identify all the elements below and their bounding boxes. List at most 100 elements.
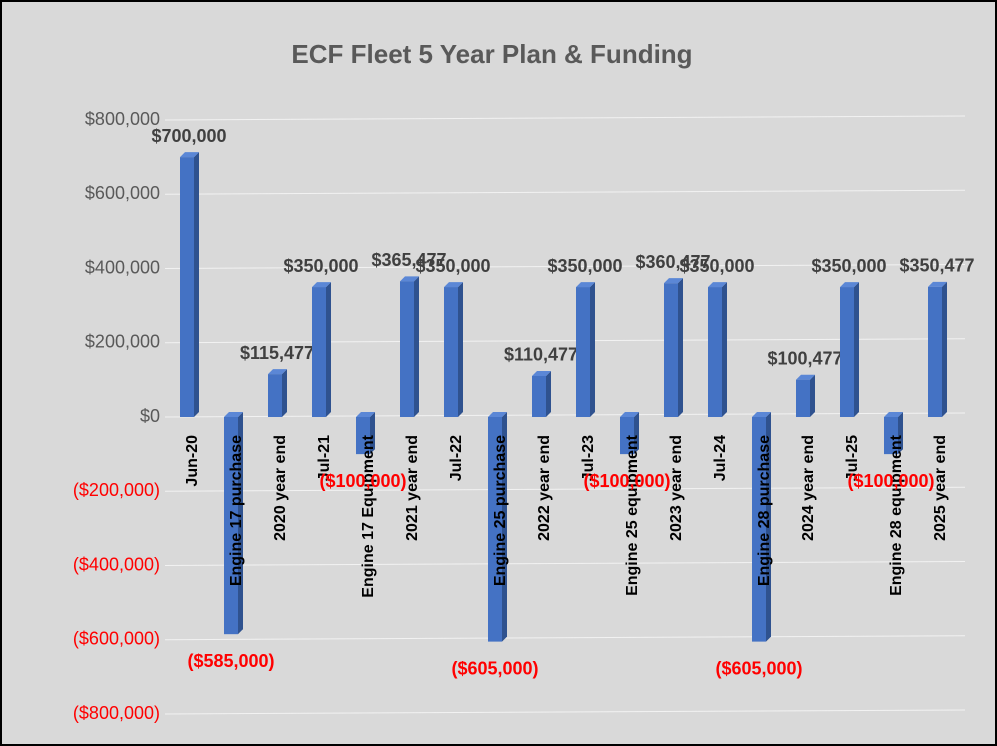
bar <box>444 287 458 417</box>
bar-top <box>224 412 243 417</box>
grid-line <box>164 635 966 641</box>
x-tick-label: 2021 year end <box>404 435 421 541</box>
value-label: ($605,000) <box>715 658 802 678</box>
grid-line <box>164 264 966 269</box>
y-tick-label: $800,000 <box>85 109 160 129</box>
x-tick-label: Engine 28 purchase <box>756 435 773 586</box>
x-tick-label: Jun-20 <box>184 435 201 487</box>
bar <box>400 281 414 417</box>
x-tick-label: 2024 year end <box>800 435 817 541</box>
grid-line <box>164 709 966 715</box>
x-tick-label: Engine 25 purchase <box>492 435 509 586</box>
bar-side <box>502 412 507 642</box>
value-label: ($585,000) <box>187 651 274 671</box>
value-label: $350,000 <box>283 256 358 276</box>
bar <box>312 287 326 417</box>
bar-side <box>634 412 639 455</box>
bar <box>708 287 722 417</box>
bar <box>884 417 898 455</box>
value-label: $360,477 <box>635 252 710 272</box>
bar-side <box>766 412 771 642</box>
bar-side <box>194 152 199 417</box>
y-tick-label: $0 <box>140 406 160 426</box>
bar-side <box>458 282 463 417</box>
grid-line <box>164 115 966 121</box>
bar-side <box>810 374 815 417</box>
x-tick-label: Jul-24 <box>712 435 729 481</box>
bar <box>620 417 634 455</box>
bar-top <box>356 412 375 417</box>
bar-side <box>282 369 287 417</box>
bar-side <box>414 276 419 417</box>
value-label: ($605,000) <box>451 658 538 678</box>
bar-top <box>400 276 419 282</box>
bar <box>928 286 942 417</box>
grid-line <box>164 486 966 492</box>
value-label: $700,000 <box>151 126 226 146</box>
value-label: $100,477 <box>767 348 842 368</box>
bar <box>796 379 810 417</box>
value-label: ($100,000) <box>583 471 670 491</box>
y-tick-label: $200,000 <box>85 332 160 352</box>
bar <box>840 287 854 417</box>
grid-line <box>164 561 966 566</box>
value-label: $115,477 <box>240 343 314 363</box>
value-label: $350,000 <box>415 256 490 276</box>
x-tick-label: Engine 25 equipment <box>624 434 641 596</box>
bar <box>488 417 502 642</box>
x-tick-label: Engine 17 Equipment <box>360 434 377 597</box>
grid-line <box>164 338 966 344</box>
bar-side <box>722 282 727 417</box>
x-tick-label: Engine 17 purchase <box>228 435 245 586</box>
value-label: $110,477 <box>504 345 578 365</box>
bar-top <box>268 369 287 375</box>
grid-line <box>164 412 966 418</box>
bar-side <box>854 282 859 417</box>
y-tick-label: $600,000 <box>85 183 160 203</box>
bar <box>664 283 678 417</box>
value-label: ($100,000) <box>847 471 934 491</box>
bar-top <box>444 282 463 288</box>
bar <box>180 157 194 417</box>
bar-side <box>942 281 947 417</box>
bar-top <box>664 278 683 284</box>
value-label: $350,000 <box>811 256 886 276</box>
bar <box>268 374 282 417</box>
value-label: $365,477 <box>371 250 446 270</box>
x-tick-label: Jul-22 <box>448 435 465 481</box>
value-label: $350,000 <box>547 256 622 276</box>
bar-side <box>370 412 375 455</box>
value-label: $350,000 <box>679 256 754 276</box>
chart-title: ECF Fleet 5 Year Plan & Funding <box>291 39 692 69</box>
grid-line <box>164 189 966 195</box>
bar-top <box>884 412 903 417</box>
bar-top <box>796 374 815 380</box>
bar <box>576 287 590 417</box>
value-label: $350,477 <box>899 256 974 276</box>
x-tick-label: Jul-23 <box>580 435 597 481</box>
bar-side <box>546 370 551 417</box>
bar-top <box>708 282 727 288</box>
y-tick-label: ($200,000) <box>73 480 160 500</box>
y-tick-label: $400,000 <box>85 257 160 277</box>
bar <box>532 375 546 417</box>
x-tick-label: 2023 year end <box>668 435 685 541</box>
y-tick-label: ($600,000) <box>73 629 160 649</box>
bar <box>224 417 238 635</box>
bar-top <box>180 152 199 158</box>
bar-top <box>840 282 859 288</box>
y-tick-label: ($800,000) <box>73 703 160 723</box>
x-tick-label: Jul-25 <box>844 435 861 481</box>
y-tick-label: ($400,000) <box>73 554 160 574</box>
bar-side <box>678 278 683 417</box>
bar-top <box>488 412 507 417</box>
x-tick-label: 2025 year end <box>932 435 949 541</box>
bar-side <box>326 282 331 417</box>
bar-top <box>620 412 639 417</box>
x-tick-label: 2022 year end <box>536 435 553 541</box>
bar-top <box>532 370 551 376</box>
x-tick-label: Engine 28 equipment <box>888 434 905 596</box>
bar-top <box>312 282 331 288</box>
bar-top <box>576 282 595 288</box>
